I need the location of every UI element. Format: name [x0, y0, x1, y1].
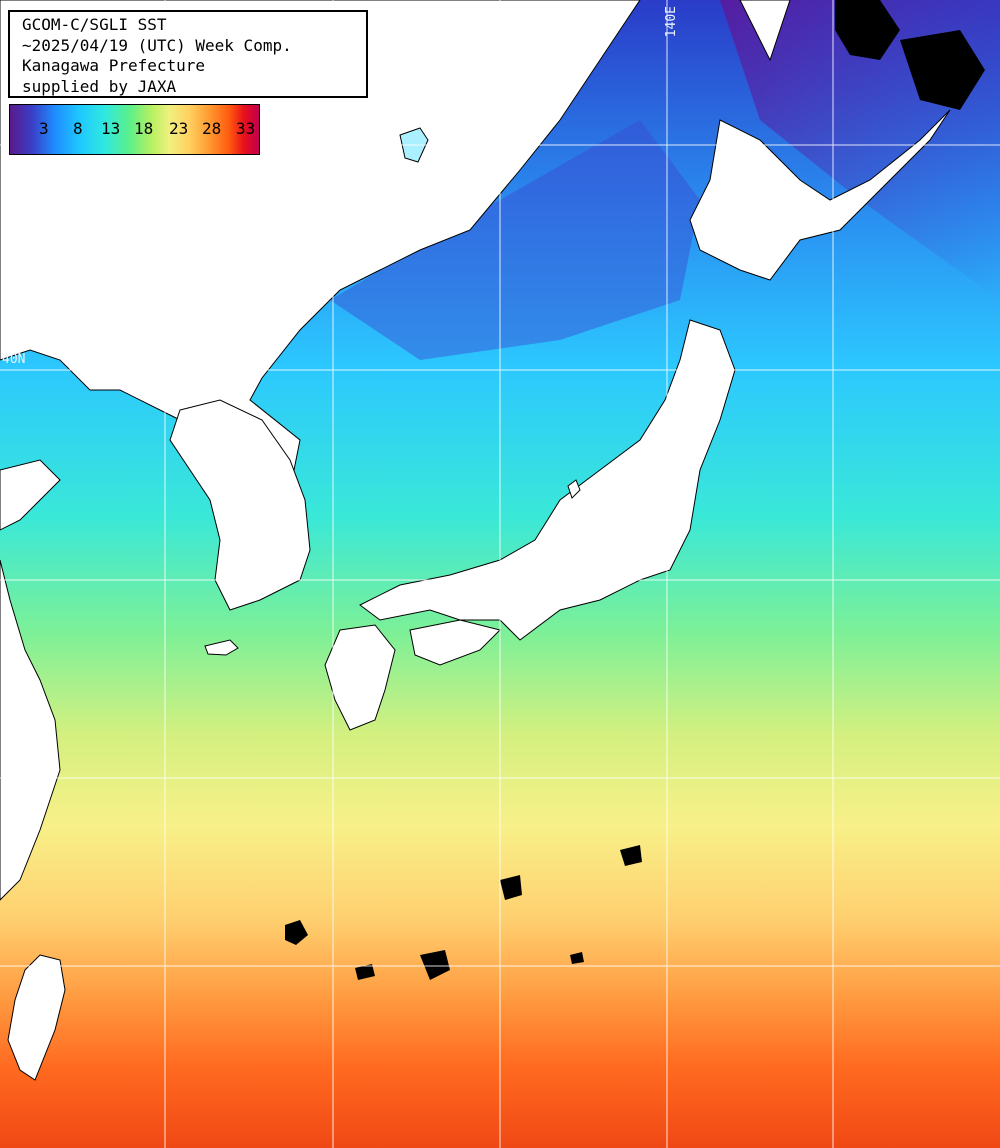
lon-140-label: 140E	[664, 6, 679, 38]
honshu	[359, 319, 736, 641]
kyushu	[324, 624, 396, 731]
colorbar-tick: 13	[101, 119, 121, 138]
hokkaido	[689, 109, 951, 281]
cloud-gap	[420, 950, 450, 980]
cloud-gap	[900, 30, 985, 110]
region-line: Kanagawa Prefecture	[22, 56, 206, 75]
colorbar-tick: 23	[169, 119, 189, 138]
china-coast	[0, 559, 61, 901]
cloud-gap	[355, 964, 375, 980]
jeju-island	[204, 639, 239, 656]
title-line: GCOM-C/SGLI SST	[22, 15, 167, 34]
date-line: ~2025/04/19 (UTC) Week Comp.	[22, 35, 292, 55]
shandong-peninsula	[0, 459, 61, 531]
korean-peninsula	[169, 399, 311, 611]
colorbar-tick: 18	[134, 119, 154, 138]
supplier-line: supplied by JAXA	[22, 76, 177, 96]
cloud-gap	[570, 952, 584, 964]
sado-island	[567, 479, 581, 499]
sakhalin-coast	[739, 0, 791, 62]
cloud-gap	[285, 920, 308, 945]
cloud-gap	[500, 875, 522, 900]
title-box: GCOM-C/SGLI SST ~2025/04/19 (UTC) Week C…	[8, 10, 368, 98]
cloud-gaps	[285, 0, 985, 980]
cloud-gap	[835, 0, 900, 60]
color-scale-legend: 3 8 13 18 23 28 33	[9, 104, 260, 155]
cloud-gap	[620, 845, 642, 866]
colorbar-tick: 3	[39, 119, 49, 138]
taiwan	[7, 954, 66, 1081]
colorbar-tick: 8	[73, 119, 83, 138]
colorbar-tick: 28	[202, 119, 222, 138]
sea-of-japan-cold-water	[330, 120, 700, 360]
colorbar-tick: 33	[236, 119, 256, 138]
shikoku	[409, 619, 501, 666]
lat-40-label: 40N	[2, 352, 26, 367]
